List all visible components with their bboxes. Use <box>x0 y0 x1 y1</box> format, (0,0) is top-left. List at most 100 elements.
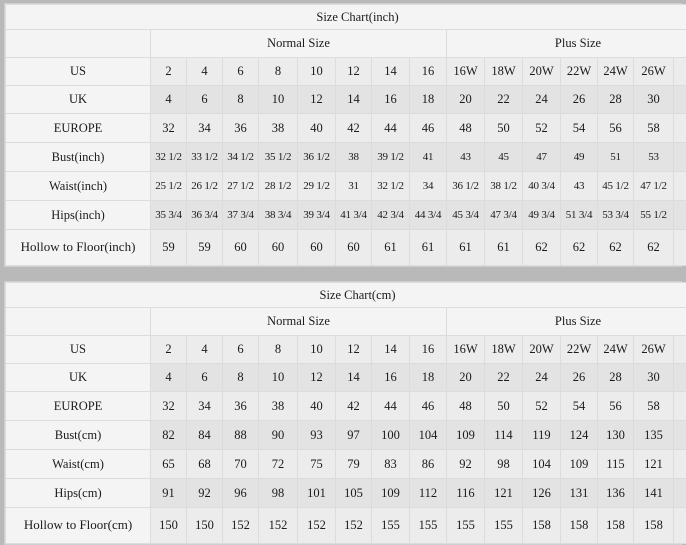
cell: 62 <box>634 230 674 266</box>
cell: 12 <box>298 364 336 392</box>
cell: 46 <box>410 392 447 421</box>
chart-title-cm: Size Chart(cm) <box>6 283 686 308</box>
size-chart-cm-table: Size Chart(cm) Normal Size Plus Size US … <box>5 282 686 544</box>
cell: 16 <box>372 364 410 392</box>
row-label-uk-cm: UK <box>6 364 151 392</box>
cell: 35 3/4 <box>151 201 187 230</box>
table-row: Hips(inch) 35 3/4 36 3/4 37 3/4 38 3/4 3… <box>6 201 686 230</box>
cell: 14 <box>372 336 410 364</box>
group-header-normal-size-inch: Normal Size <box>151 30 447 58</box>
cell: 49 3/4 <box>523 201 561 230</box>
cell: 34 <box>410 172 447 201</box>
cell: 16W <box>447 58 485 86</box>
cell: 158 <box>561 508 598 544</box>
cell: 2 <box>151 58 187 86</box>
cell: 60 <box>336 230 372 266</box>
cell: 26 <box>561 364 598 392</box>
cell: 53 <box>634 143 674 172</box>
table-row: Hollow to Floor(cm) 150 150 152 152 152 … <box>6 508 686 544</box>
cell: 121 <box>485 479 523 508</box>
cell: 40 <box>298 392 336 421</box>
cell: 155 <box>447 508 485 544</box>
row-label-hips-cm: Hips(cm) <box>6 479 151 508</box>
cell: 49 <box>561 143 598 172</box>
title-row: Size Chart(inch) <box>6 5 686 30</box>
cell: 88 <box>223 421 259 450</box>
row-label-us-cm: US <box>6 336 151 364</box>
cell: 18W <box>485 58 523 86</box>
cell: 36 3/4 <box>187 201 223 230</box>
cell: 2 <box>151 336 187 364</box>
cell: 52 <box>523 114 561 143</box>
cell: 45 1/2 <box>598 172 634 201</box>
cell: 56 <box>598 114 634 143</box>
cell: 101 <box>298 479 336 508</box>
cell: 82 <box>151 421 187 450</box>
group-header-plus-size-inch: Plus Size <box>447 30 686 58</box>
cell: 18W <box>485 336 523 364</box>
cell: 22W <box>561 58 598 86</box>
row-label-europe-cm: EUROPE <box>6 392 151 421</box>
row-label-europe-inch: EUROPE <box>6 114 151 143</box>
chart-title-inch: Size Chart(inch) <box>6 5 686 30</box>
cell: 62 <box>523 230 561 266</box>
cell: 62 <box>561 230 598 266</box>
row-label-uk-inch: UK <box>6 86 151 114</box>
cell: 98 <box>259 479 298 508</box>
group-header-row: Normal Size Plus Size <box>6 30 686 58</box>
cell: 26W <box>634 58 674 86</box>
cell: 25 1/2 <box>151 172 187 201</box>
cell: 38 <box>259 114 298 143</box>
cell: 54 <box>561 114 598 143</box>
cell: 36 <box>223 114 259 143</box>
cell: 32 1/2 <box>151 143 187 172</box>
cell: 32 <box>151 392 187 421</box>
cell: 24 <box>523 86 561 114</box>
cell: 68 <box>187 450 223 479</box>
cell: 36 1/2 <box>298 143 336 172</box>
cell: 158 <box>523 508 561 544</box>
cell: 20W <box>523 336 561 364</box>
cell: 65 <box>151 450 187 479</box>
cell: 91 <box>151 479 187 508</box>
cell <box>674 58 686 86</box>
cell: 8 <box>259 336 298 364</box>
cell: 29 1/2 <box>298 172 336 201</box>
cell: 6 <box>223 336 259 364</box>
cell <box>674 86 686 114</box>
cell: 152 <box>298 508 336 544</box>
cell: 40 <box>298 114 336 143</box>
cell: 51 <box>598 143 634 172</box>
cell: 136 <box>598 479 634 508</box>
cell: 86 <box>410 450 447 479</box>
cell: 130 <box>598 421 634 450</box>
cell: 90 <box>259 421 298 450</box>
cell: 31 <box>336 172 372 201</box>
cell: 109 <box>447 421 485 450</box>
cell: 24W <box>598 336 634 364</box>
cell: 152 <box>259 508 298 544</box>
cell: 39 3/4 <box>298 201 336 230</box>
cell <box>674 364 686 392</box>
cell: 59 <box>187 230 223 266</box>
table-row: Waist(inch) 25 1/2 26 1/2 27 1/2 28 1/2 … <box>6 172 686 201</box>
cell: 14 <box>336 364 372 392</box>
cell: 44 3/4 <box>410 201 447 230</box>
cell: 72 <box>259 450 298 479</box>
cell <box>674 143 686 172</box>
cell: 79 <box>336 450 372 479</box>
cell: 104 <box>410 421 447 450</box>
cell: 20 <box>447 364 485 392</box>
cell: 47 3/4 <box>485 201 523 230</box>
cell: 10 <box>259 86 298 114</box>
cell: 10 <box>298 58 336 86</box>
cell: 100 <box>372 421 410 450</box>
cell: 105 <box>336 479 372 508</box>
cell: 135 <box>634 421 674 450</box>
cell: 121 <box>634 450 674 479</box>
cell: 47 1/2 <box>634 172 674 201</box>
cell: 24 <box>523 364 561 392</box>
cell <box>674 421 686 450</box>
cell: 93 <box>298 421 336 450</box>
cell: 112 <box>410 479 447 508</box>
